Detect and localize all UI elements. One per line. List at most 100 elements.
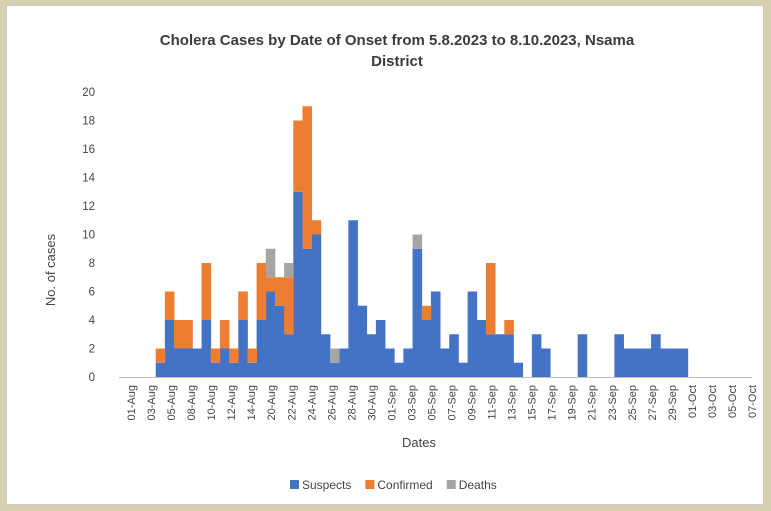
bar-suspects-2023-08-26 — [348, 220, 358, 377]
bar-suspects-2023-09-28 — [651, 334, 661, 377]
bar-confirmed-2023-09-03 — [421, 305, 432, 320]
legend-item-confirmed: Confirmed — [365, 478, 433, 492]
x-tick-label: 26-Aug — [326, 385, 338, 420]
x-tick-label: 20-Aug — [266, 385, 278, 420]
bar-deaths-2023-08-24 — [330, 348, 340, 363]
x-tick-label: 07-Oct — [747, 385, 759, 418]
x-tick-label: 29-Sep — [667, 385, 679, 420]
x-tick-label: 05-Oct — [727, 385, 739, 418]
bar-confirmed-2023-08-08 — [183, 320, 193, 349]
bar-suspects-2023-09-30 — [669, 348, 679, 377]
bar-confirmed-2023-08-15 — [247, 348, 257, 363]
bar-suspects-2023-09-03 — [421, 320, 432, 377]
y-axis-label: No. of cases — [43, 233, 58, 306]
y-tick-label: 14 — [82, 173, 95, 185]
bar-suspects-2023-08-27 — [357, 305, 368, 377]
legend-swatch — [290, 480, 299, 489]
bar-suspects-2023-09-20 — [577, 334, 588, 377]
bar-suspects-2023-08-22 — [311, 234, 322, 377]
y-tick-label: 20 — [82, 87, 95, 99]
y-tick-label: 8 — [89, 258, 95, 270]
bar-suspects-2023-08-13 — [229, 362, 239, 377]
bar-suspects-2023-09-06 — [449, 334, 459, 377]
bar-suspects-2023-09-11 — [495, 334, 505, 377]
legend-item-suspects: Suspects — [290, 478, 351, 492]
bar-suspects-2023-08-24 — [330, 362, 340, 377]
y-tick-label: 12 — [82, 201, 95, 213]
bar-suspects-2023-08-19 — [284, 334, 294, 377]
bar-suspects-2023-09-02 — [412, 248, 423, 377]
x-tick-label: 25-Sep — [627, 385, 639, 420]
x-tick-label: 01-Oct — [687, 385, 699, 418]
bar-confirmed-2023-08-14 — [238, 291, 248, 320]
x-tick-label: 09-Sep — [467, 385, 479, 420]
bar-confirmed-2023-08-16 — [256, 263, 267, 320]
bar-suspects-2023-10-01 — [678, 348, 689, 377]
bar-suspects-2023-08-10 — [201, 320, 212, 377]
bar-confirmed-2023-09-10 — [485, 263, 496, 335]
x-tick-label: 14-Aug — [246, 385, 258, 420]
x-tick-label: 13-Sep — [507, 385, 519, 420]
x-tick-label: 12-Aug — [226, 385, 238, 420]
bar-suspects-2023-09-01 — [403, 348, 413, 377]
bar-suspects-2023-09-27 — [641, 348, 652, 377]
x-axis-ticks: 01-Aug 03-Aug 05-Aug 08-Aug 10-Aug 12-Aug 14-A… — [126, 385, 759, 420]
legend-label: Suspects — [302, 478, 351, 492]
x-tick-label: 28-Aug — [346, 385, 358, 420]
x-tick-label: 17-Sep — [547, 385, 559, 420]
bar-suspects-2023-08-31 — [394, 362, 404, 377]
chart-svg: Cholera Cases by Date of Onset from 5.8.… — [43, 32, 759, 492]
chart-title-line-2: District — [371, 53, 423, 70]
bar-confirmed-2023-08-10 — [201, 263, 212, 320]
chart-frame: Cholera Cases by Date of Onset from 5.8.… — [6, 5, 764, 505]
x-tick-label: 30-Aug — [366, 385, 378, 420]
bar-suspects-2023-09-08 — [467, 291, 478, 377]
bar-suspects-2023-09-16 — [541, 348, 551, 377]
bar-suspects-2023-08-12 — [219, 348, 230, 377]
bar-suspects-2023-09-10 — [485, 334, 496, 377]
y-tick-label: 2 — [89, 344, 95, 356]
bar-confirmed-2023-08-05 — [155, 348, 166, 363]
bar-confirmed-2023-08-06 — [164, 291, 175, 320]
bar-confirmed-2023-08-07 — [174, 320, 184, 349]
bar-suspects-2023-08-30 — [385, 348, 395, 377]
bar-suspects-2023-09-05 — [440, 348, 450, 377]
bar-confirmed-2023-08-17 — [265, 277, 276, 292]
bar-suspects-2023-09-04 — [430, 291, 441, 377]
x-tick-label: 03-Aug — [146, 385, 158, 420]
bar-confirmed-2023-08-11 — [210, 348, 221, 363]
bar-suspects-2023-09-24 — [614, 334, 624, 377]
x-tick-label: 08-Aug — [186, 385, 198, 420]
x-tick-label: 15-Sep — [527, 385, 539, 420]
legend-swatch — [365, 480, 375, 489]
bar-suspects-2023-08-28 — [366, 334, 377, 377]
legend: Suspects Confirmed Deaths — [290, 478, 497, 492]
x-tick-label: 23-Sep — [607, 385, 619, 420]
bar-suspects-2023-08-16 — [256, 320, 267, 377]
x-tick-label: 05-Aug — [166, 385, 178, 420]
bar-suspects-2023-09-13 — [513, 362, 524, 377]
bar-deaths-2023-08-17 — [265, 248, 276, 278]
legend-item-deaths: Deaths — [446, 478, 497, 492]
bar-suspects-2023-08-23 — [320, 334, 331, 377]
bar-deaths-2023-08-19 — [284, 263, 294, 278]
y-tick-label: 0 — [89, 372, 95, 384]
y-tick-label: 18 — [82, 116, 95, 128]
bar-suspects-2023-09-29 — [660, 348, 670, 377]
bar-suspects-2023-08-07 — [174, 348, 184, 377]
legend-label: Confirmed — [377, 478, 432, 492]
bar-suspects-2023-09-12 — [504, 334, 514, 377]
bar-suspects-2023-08-08 — [183, 348, 193, 377]
chart-title-line-1: Cholera Cases by Date of Onset from 5.8.… — [160, 32, 635, 49]
bar-suspects-2023-08-06 — [164, 320, 175, 377]
x-tick-label: 07-Sep — [447, 385, 459, 420]
bar-suspects-2023-09-07 — [458, 362, 468, 377]
bar-deaths-2023-09-02 — [412, 234, 423, 249]
bar-suspects-2023-08-25 — [339, 348, 349, 377]
x-tick-label: 24-Aug — [306, 385, 318, 420]
bar-suspects-2023-08-18 — [274, 305, 285, 377]
bar-suspects-2023-08-05 — [155, 362, 166, 377]
x-tick-label: 05-Sep — [427, 385, 439, 420]
bar-suspects-2023-08-21 — [302, 248, 313, 377]
x-tick-label: 01-Aug — [126, 385, 138, 420]
